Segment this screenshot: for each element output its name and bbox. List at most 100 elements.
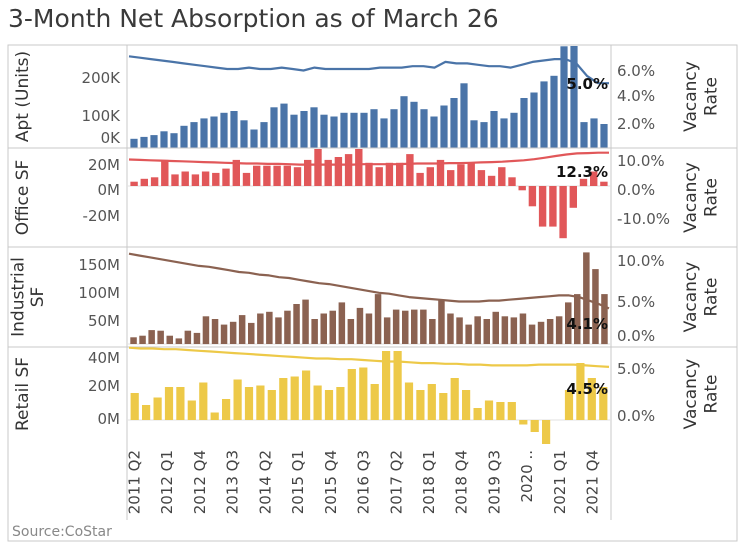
vacancy-line [128,55,609,85]
bar [600,181,608,186]
y2-tick-label: 10.0% [617,252,665,270]
bar [426,167,434,186]
bar [283,165,291,186]
bar [520,98,528,148]
bar [257,313,264,344]
x-tick-label: 2019 Q3 [486,450,504,514]
y2-tick-label: 10.0% [617,152,665,170]
bar [498,167,506,186]
bar [150,177,159,186]
y2-tick-label: -10.0% [617,210,670,228]
bar [302,299,309,344]
bar [501,316,509,345]
bar [546,319,554,344]
bar [191,174,200,186]
y2-tick-label: 0.0% [617,407,655,425]
bar [447,313,454,344]
y-tick-label: 20M [88,377,120,395]
y-tick-label: 100M [78,284,120,302]
bar [320,114,328,148]
y-tick-label: 50M [88,312,120,330]
bar [467,162,475,186]
bar [302,370,311,420]
y-axis-title: Office SF [13,160,33,236]
bar [510,112,518,148]
bar [519,313,527,344]
bar [253,165,261,186]
bar [142,405,151,420]
bar [164,387,174,420]
bar [483,319,490,344]
bar [564,390,574,420]
vacancy-line [128,151,609,166]
bar [181,171,189,186]
y-axis-title: IndustrialSF [8,257,48,337]
y-tick-label: 200K [82,69,122,87]
bar [304,159,312,186]
bar [465,324,472,344]
x-tick-label: 2021 Q1 [551,450,569,514]
bar [222,399,231,420]
bar [400,96,408,148]
vacancy-line [128,252,610,310]
bar [592,269,599,344]
bar [176,387,185,420]
bar [360,112,368,148]
bar [365,162,373,186]
y2-axis-title: VacancyRate [681,61,721,132]
vacancy-end-label: 12.3% [556,163,608,181]
bar [314,149,322,186]
bar [390,109,398,149]
bar [519,420,528,425]
bar [210,116,218,148]
bar [406,154,414,186]
bar [439,393,448,420]
bar [324,390,334,420]
x-tick-label: 2011 Q2 [126,450,144,514]
bar [587,378,596,420]
bar [232,159,240,186]
bar [130,393,139,420]
bar [538,186,547,227]
bar [212,172,220,186]
bar [220,112,228,148]
bar [330,116,338,148]
chart-title: 3-Month Net Absorption as of March 26 [8,4,499,33]
bar [600,124,608,149]
bar [340,112,348,148]
vacancy-end-label: 4.1% [566,315,608,333]
bar [559,186,567,239]
bar [370,109,378,149]
bar [542,420,551,444]
x-tick-label: 2018 Q4 [453,450,471,514]
bar [300,111,308,148]
bar [161,159,169,186]
y2-tick-label: 5.0% [617,293,655,311]
bar [383,317,391,344]
bar [355,149,363,186]
bar [365,313,373,344]
bar [583,252,590,344]
bar [175,338,183,344]
y2-tick-label: 5.0% [617,360,655,378]
bar [130,138,138,149]
bar [537,321,545,344]
bar [293,304,300,344]
x-tick-label: 2013 Q3 [224,450,242,514]
x-tick-label: 2015 Q4 [322,450,340,514]
bar [473,408,482,420]
bar [260,122,268,148]
bar [550,75,558,148]
y-axis-title: Apt (Units) [13,51,33,142]
y-tick-label: 0M [98,181,121,199]
y-tick-label: 100K [82,107,122,125]
bar [210,412,219,420]
bar [240,120,248,149]
x-tick-label: 2012 Q4 [191,450,209,514]
bar [202,316,210,345]
bar [222,168,230,186]
bar [148,330,155,344]
bar [530,420,539,432]
bar [599,387,608,420]
